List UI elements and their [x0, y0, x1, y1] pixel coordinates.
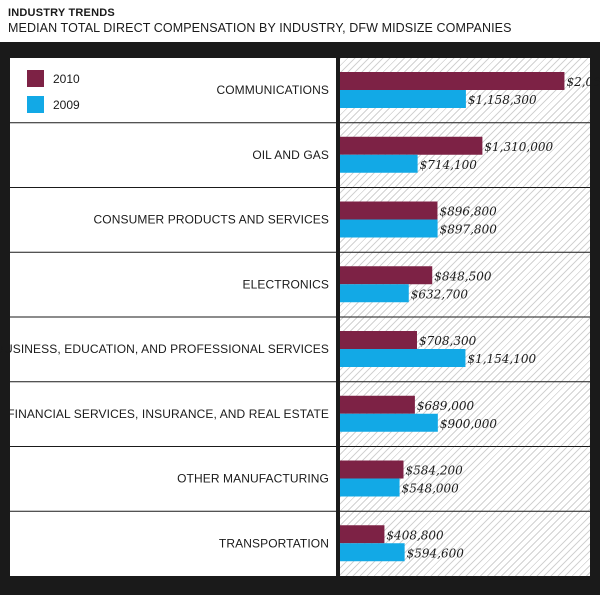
value-label: $897,800: [440, 223, 498, 237]
bar-2010: [340, 201, 438, 220]
legend-swatch-2010: [27, 70, 44, 87]
value-label: $708,300: [419, 334, 477, 348]
bar-2009: [340, 154, 418, 173]
value-label: $1,158,300: [468, 93, 537, 107]
category-label: FINANCIAL SERVICES, INSURANCE, AND REAL …: [7, 407, 329, 421]
legend-swatch-2009: [27, 96, 44, 113]
value-label: $548,000: [402, 482, 460, 496]
category-label: ELECTRONICS: [243, 277, 329, 291]
value-label: $2,064,900: [566, 75, 600, 89]
value-label: $848,500: [434, 269, 492, 283]
value-label: $1,310,000: [484, 140, 553, 154]
value-label: $594,600: [407, 546, 465, 560]
bar-2010: [340, 136, 483, 155]
bar-2009: [340, 413, 438, 432]
bar-2010: [340, 331, 417, 349]
value-label: $896,800: [439, 205, 497, 219]
bar-2009: [340, 219, 438, 238]
value-label: $408,800: [386, 528, 444, 542]
bar-2010: [340, 460, 404, 479]
bar-2009: [340, 284, 409, 303]
legend-label: 2009: [53, 98, 80, 112]
value-label: $632,700: [411, 287, 469, 301]
category-label: COMMUNICATIONS: [216, 83, 329, 97]
bar-2009: [340, 349, 466, 367]
category-label: TRANSPORTATION: [219, 536, 329, 550]
value-label: $714,100: [420, 158, 478, 172]
bar-2009: [340, 543, 405, 562]
category-label: CONSUMER PRODUCTS AND SERVICES: [94, 213, 329, 227]
bar-2010: [340, 395, 415, 414]
category-label: BUSINESS, EDUCATION, AND PROFESSIONAL SE…: [0, 342, 329, 356]
bar-2009: [340, 478, 400, 497]
category-label: OTHER MANUFACTURING: [177, 472, 329, 486]
value-label: $1,154,100: [467, 352, 536, 366]
chart-subtitle: MEDIAN TOTAL DIRECT COMPENSATION BY INDU…: [8, 21, 512, 35]
value-label: $584,200: [406, 464, 464, 478]
legend-label: 2010: [53, 72, 80, 86]
bar-2009: [340, 90, 466, 108]
chart-title: INDUSTRY TRENDS: [8, 7, 115, 19]
value-label: $900,000: [440, 417, 498, 431]
category-label: OIL AND GAS: [252, 148, 329, 162]
bar-2010: [340, 525, 385, 544]
bar-2010: [340, 72, 565, 90]
value-label: $689,000: [417, 399, 475, 413]
bar-2010: [340, 266, 433, 285]
